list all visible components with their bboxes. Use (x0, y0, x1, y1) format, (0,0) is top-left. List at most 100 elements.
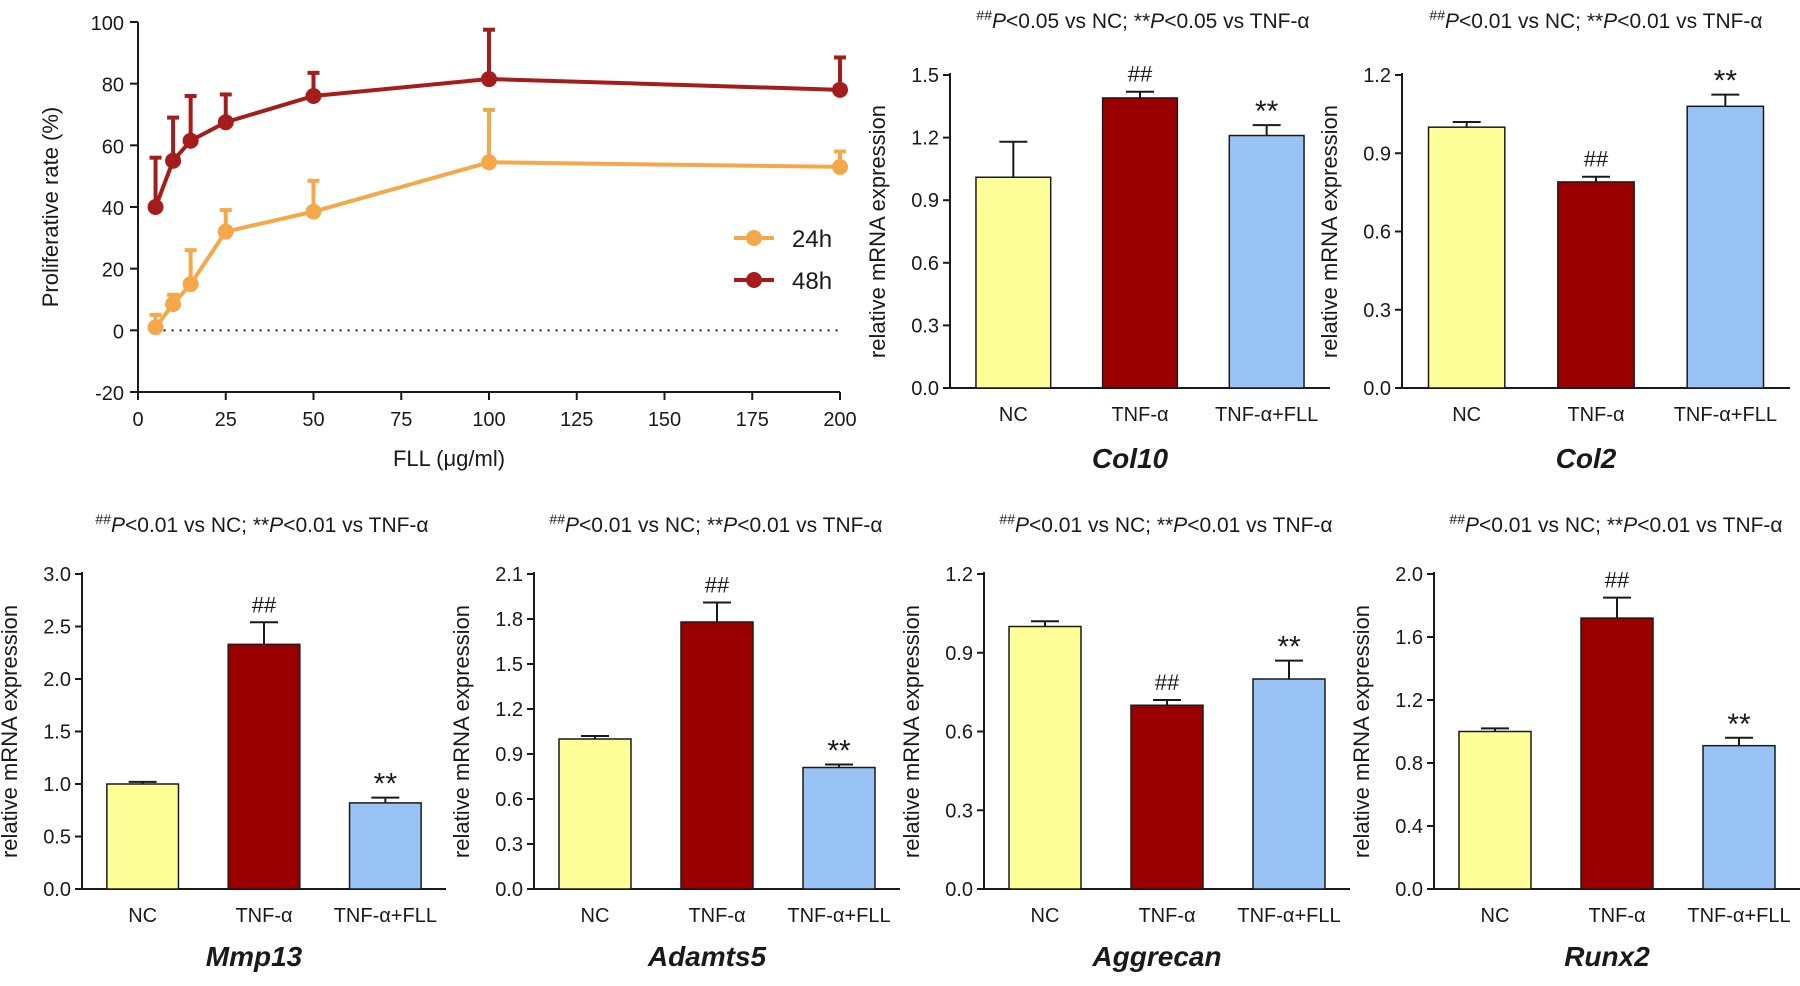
stat-note: ##P<0.01 vs NC; **P<0.01 vs TNF-α (95, 511, 428, 537)
x-tick-label: TNF-α+FLL (1687, 905, 1790, 927)
bar-chart-col10: ##P<0.05 vs NC; **P<0.05 vs TNF-α 0.0 0.3 0… (865, 7, 1330, 474)
y-tick-label: 1.8 (495, 609, 523, 631)
data-point-24h (217, 223, 234, 240)
data-point-24h (147, 319, 164, 336)
y-tick-label: 0.6 (945, 722, 973, 744)
bar-nc (1458, 730, 1532, 890)
y-tick-label: 0.9 (911, 190, 939, 212)
bar-nc (1008, 625, 1082, 890)
data-point-24h (182, 276, 199, 293)
y-axis-label: relative mRNA expression (899, 605, 924, 858)
y-tick-label: 0.9 (1363, 143, 1391, 165)
stat-note: ##P<0.01 vs NC; **P<0.01 vs TNF-α (1429, 7, 1762, 33)
x-tick-label: TNF-α (1567, 404, 1624, 426)
x-tick-label: TNF-α+FLL (1215, 404, 1318, 426)
bar-tnf-alpha-fll (802, 766, 876, 890)
y-axis-label: relative mRNA expression (865, 105, 890, 358)
significance-stars: ** (1277, 631, 1301, 664)
line-chart-proliferation: -20 0 20 40 60 80 100 0 25 50 75 100 125 150 175 200 Pro… (38, 13, 857, 471)
bar-tnf-alpha (1580, 617, 1654, 890)
y-tick-label: 0.8 (1395, 753, 1423, 775)
y-tick-label: 2.5 (43, 617, 71, 639)
stat-note: ##P<0.01 vs NC; **P<0.01 vs TNF-α (549, 511, 882, 537)
bar-tnf-alpha-fll (1252, 678, 1326, 890)
x-tick-label: TNF-α+FLL (1674, 404, 1777, 426)
gene-label: Runx2 (1564, 941, 1650, 972)
gene-label: Col2 (1556, 443, 1617, 474)
x-tick-label: 75 (390, 409, 412, 431)
y-tick-label: 0.6 (1363, 222, 1391, 244)
y-tick-label: 0.0 (43, 879, 71, 901)
y-tick-label: 0.5 (43, 827, 71, 849)
gene-label: Col10 (1092, 443, 1169, 474)
significance-stars: ** (1714, 65, 1738, 98)
legend-marker-24h (746, 230, 762, 246)
significance-hash: ## (252, 592, 277, 617)
y-tick-label: 0.0 (1363, 378, 1391, 400)
bar-chart-adamts5: ##P<0.01 vs NC; **P<0.01 vs TNF-α 0.0 0.3 0… (449, 511, 900, 972)
data-point-48h (165, 152, 182, 169)
bar-tnf-alpha (1101, 97, 1179, 389)
series-line-48h (153, 77, 841, 208)
x-tick-label: 125 (560, 409, 593, 431)
y-tick-label: 2.0 (1395, 564, 1423, 586)
x-tick-label: 100 (472, 409, 505, 431)
bar-tnf-alpha-fll (1228, 134, 1305, 389)
data-point-48h (217, 114, 234, 131)
y-tick-label: 0.9 (495, 744, 523, 766)
x-tick-label: TNF-α (1138, 905, 1195, 927)
y-tick-label: 40 (102, 198, 124, 220)
y-tick-label: 0.3 (945, 800, 973, 822)
y-tick-label: 1.2 (1363, 65, 1391, 87)
data-point-48h (147, 199, 164, 215)
y-axis-label: Proliferative rate (%) (38, 107, 63, 308)
x-tick-label: 150 (648, 409, 681, 431)
bar-tnf-alpha-fll (348, 802, 422, 890)
x-tick-label: 200 (823, 409, 856, 431)
stat-note: ##P<0.05 vs NC; **P<0.05 vs TNF-α (976, 7, 1309, 33)
x-tick-label: 25 (215, 409, 237, 431)
y-tick-label: 0.6 (495, 789, 523, 811)
x-tick-label: 175 (736, 409, 769, 431)
y-tick-label: 1.2 (1395, 690, 1423, 712)
x-tick-label: NC (1452, 404, 1481, 426)
y-tick-label: 1.5 (495, 654, 523, 676)
x-axis-label: FLL (μg/ml) (393, 446, 505, 471)
y-tick-label: 1.2 (495, 699, 523, 721)
bar-nc (558, 738, 632, 890)
y-tick-label: 0.3 (911, 315, 939, 337)
x-tick-label: NC (1031, 905, 1060, 927)
bar-chart-col2: ##P<0.01 vs NC; **P<0.01 vs TNF-α 0.0 0.3 0… (1317, 7, 1790, 474)
x-tick-label: TNF-α (235, 905, 292, 927)
x-tick-label: NC (1481, 905, 1510, 927)
significance-hash: ## (1605, 568, 1630, 593)
bar-tnf-alpha-fll (1686, 105, 1765, 389)
x-tick-label: NC (581, 905, 610, 927)
y-tick-label: 0.0 (911, 378, 939, 400)
y-tick-label: 0.4 (1395, 816, 1423, 838)
y-tick-label: 0.3 (1363, 300, 1391, 322)
x-tick-label: TNF-α (1111, 404, 1168, 426)
bar-tnf-alpha (1130, 704, 1204, 890)
x-tick-label: TNF-α (688, 905, 745, 927)
data-point-24h (165, 296, 182, 313)
y-tick-label: 0.9 (945, 643, 973, 665)
stat-note: ##P<0.01 vs NC; **P<0.01 vs TNF-α (999, 511, 1332, 537)
stat-note: ##P<0.01 vs NC; **P<0.01 vs TNF-α (1449, 511, 1782, 537)
data-point-48h (481, 71, 497, 88)
series-line-24h (153, 160, 841, 329)
data-point-48h (305, 88, 322, 104)
data-point-24h (832, 158, 848, 175)
bar-chart-mmp13: ##P<0.01 vs NC; **P<0.01 vs TNF-α 0.0 0.5 1… (0, 511, 446, 972)
y-axis-label: relative mRNA expression (1317, 105, 1342, 358)
significance-stars: ** (374, 768, 398, 801)
x-tick-label: 0 (132, 409, 143, 431)
y-axis-label: relative mRNA expression (449, 605, 474, 858)
x-tick-label: TNF-α+FLL (334, 905, 437, 927)
data-point-48h (182, 132, 199, 149)
significance-hash: ## (1155, 670, 1180, 695)
y-tick-label: 0.0 (495, 879, 523, 901)
y-tick-label: 1.2 (945, 564, 973, 586)
x-tick-label: TNF-α+FLL (1237, 905, 1340, 927)
